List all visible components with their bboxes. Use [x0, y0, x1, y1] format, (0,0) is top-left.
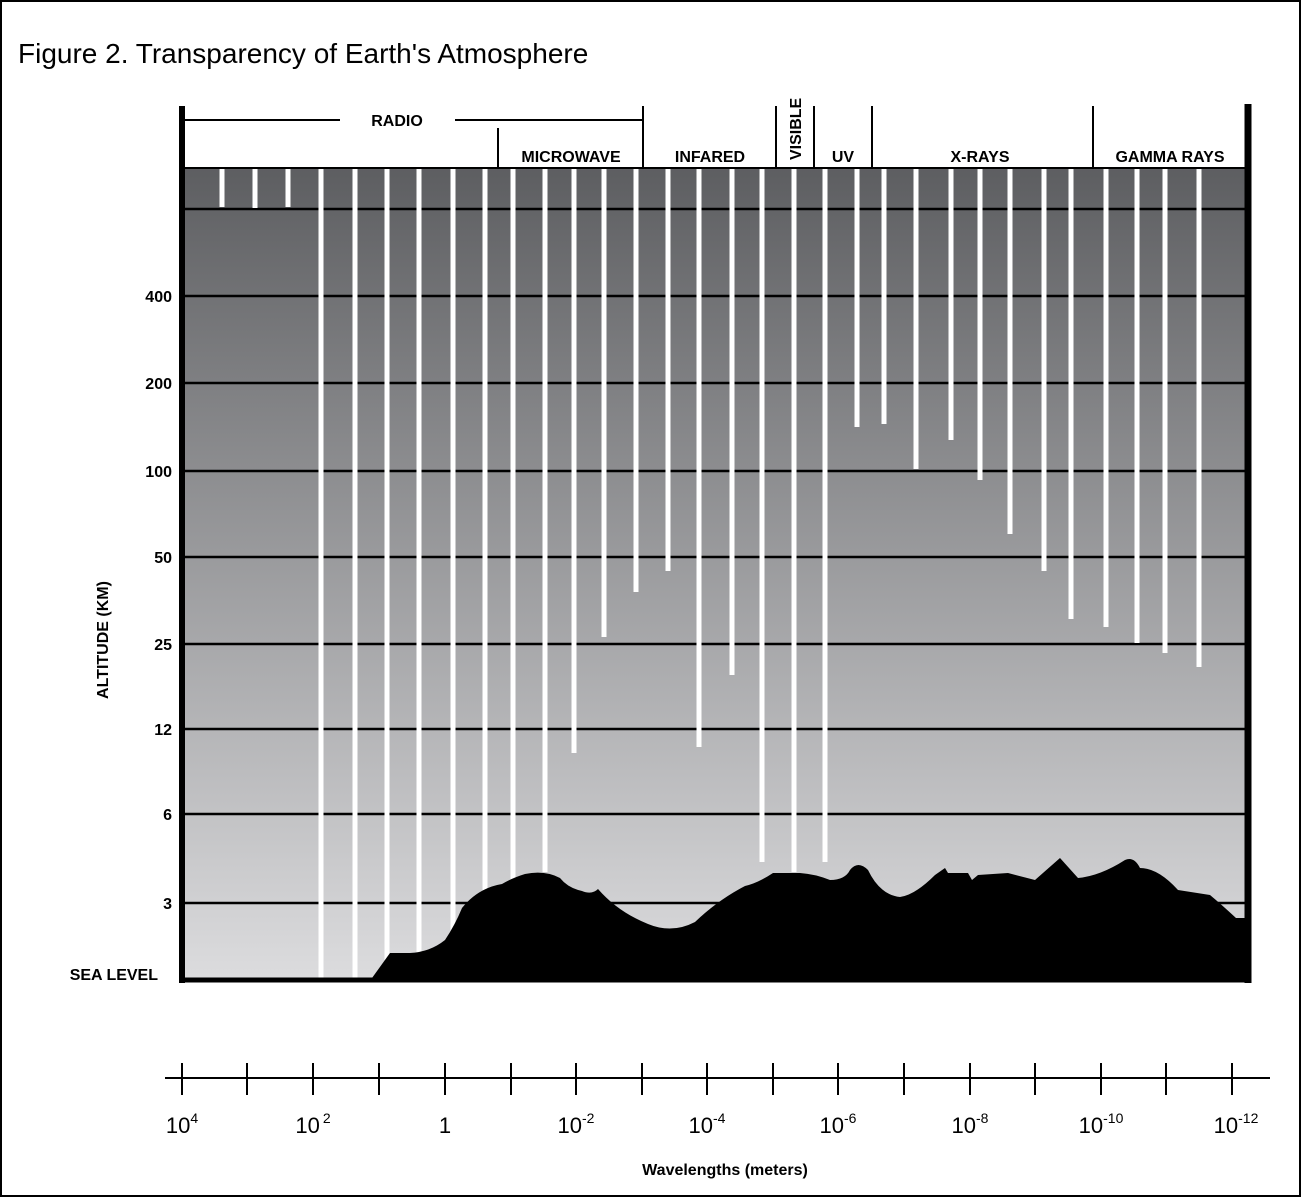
- wavelength-tick-label: 10-2: [558, 1110, 595, 1138]
- y-tick-label: 25: [154, 637, 172, 654]
- y-tick-label-sea-level: SEA LEVEL: [70, 967, 159, 984]
- penetration-lines: [219, 168, 1202, 978]
- y-tick-label: 50: [154, 550, 172, 567]
- band-label-infrared: INFARED: [675, 149, 745, 166]
- band-label-visible: VISIBLE: [788, 97, 805, 160]
- wavelength-tick-label: 104: [166, 1110, 198, 1138]
- wavelength-tick-label: 10-6: [820, 1110, 857, 1138]
- y-tick-label: 3: [163, 896, 172, 913]
- wavelength-tick-label: 1: [439, 1113, 451, 1138]
- y-tick-label: 6: [163, 807, 172, 824]
- terrain-silhouette: [182, 858, 1248, 978]
- wavelength-tick-label: 10-8: [952, 1110, 989, 1138]
- x-axis-label: Wavelengths (meters): [642, 1162, 808, 1179]
- wavelength-tick-label: 10 2: [295, 1110, 330, 1138]
- y-tick-label: 100: [145, 464, 172, 481]
- band-label-radio: RADIO: [371, 113, 423, 130]
- y-tick-label: 12: [154, 722, 172, 739]
- band-header-lines: [182, 106, 1248, 169]
- figure-title: Figure 2. Transparency of Earth's Atmosp…: [18, 38, 589, 69]
- band-label-uv: UV: [832, 149, 855, 166]
- atmosphere-background: [182, 168, 1248, 978]
- wavelength-tick-label: 10-10: [1079, 1110, 1124, 1138]
- band-label-x-rays: X-RAYS: [951, 149, 1010, 166]
- band-label-gamma-rays: GAMMA RAYS: [1115, 149, 1224, 166]
- band-label-microwave: MICROWAVE: [521, 149, 621, 166]
- wavelength-tick-label: 10-12: [1214, 1110, 1259, 1138]
- y-axis-label: ALTITUDE (KM): [95, 581, 112, 699]
- wavelength-tick-label: 10-4: [689, 1110, 726, 1138]
- y-tick-label: 400: [145, 289, 172, 306]
- wavelength-scale-ticks: [181, 1063, 1233, 1095]
- y-tick-label: 200: [145, 376, 172, 393]
